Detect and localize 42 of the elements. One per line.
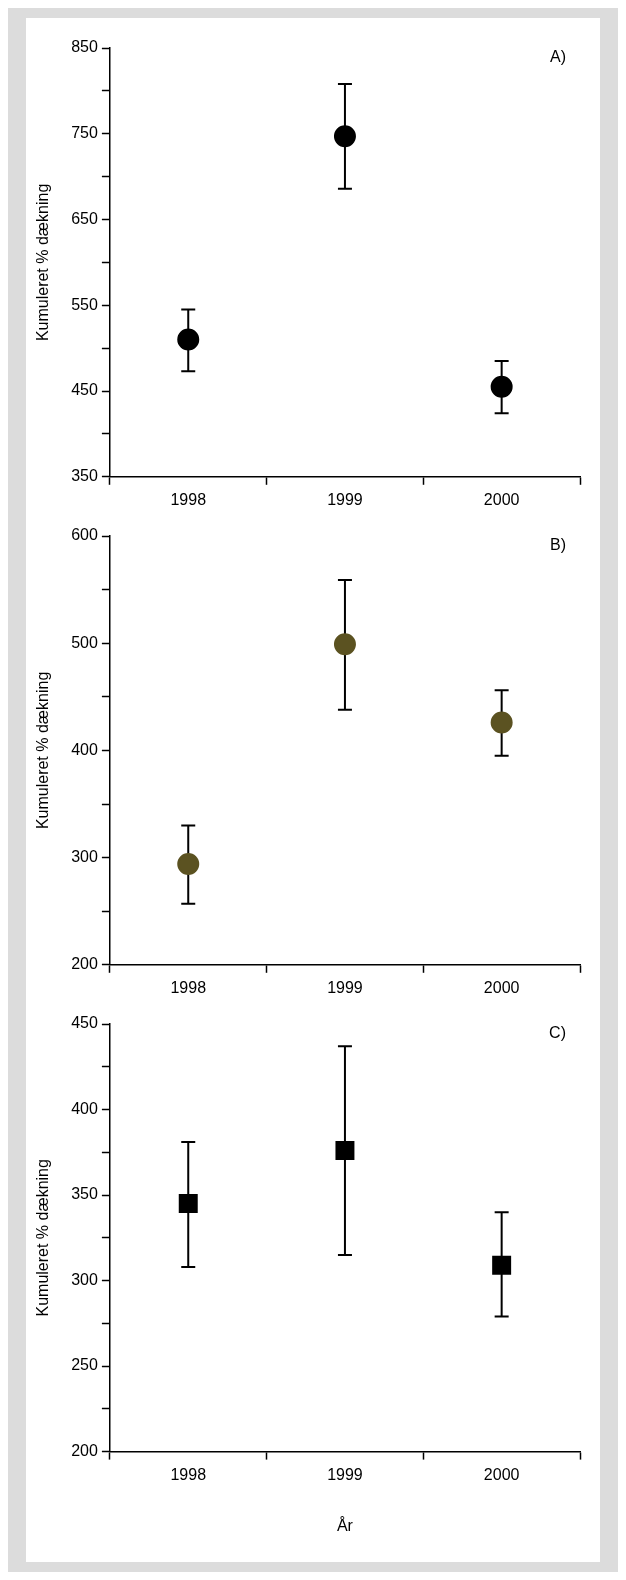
y-tick-label: 200 xyxy=(71,1442,98,1460)
point xyxy=(335,1141,355,1161)
y-tick-label: 200 xyxy=(71,955,98,973)
annotation: C) xyxy=(549,1024,566,1042)
point xyxy=(177,853,200,876)
x-tick-label: 1998 xyxy=(170,1465,207,1483)
y-tick-label: 550 xyxy=(71,295,98,313)
y-axis-title: Kumuleret % dækning xyxy=(34,671,52,830)
y-tick-label: 600 xyxy=(71,526,98,544)
y-tick-label: 650 xyxy=(71,209,98,227)
x-tick-label: 1999 xyxy=(327,490,363,508)
x-tick-label: 1998 xyxy=(170,490,207,508)
x-tick-label: 1998 xyxy=(170,978,207,996)
y-axis-title: Kumuleret % dækning xyxy=(34,183,52,342)
y-tick-label: 400 xyxy=(71,1099,98,1117)
x-axis-title: År xyxy=(336,1515,354,1534)
point xyxy=(490,711,513,734)
y-tick-label: 450 xyxy=(71,381,98,399)
y-tick-label: 400 xyxy=(71,740,98,758)
y-tick-label: 450 xyxy=(71,1014,98,1032)
y-tick-label: 750 xyxy=(71,124,98,142)
y-tick-label: 350 xyxy=(71,467,98,485)
point xyxy=(177,328,200,351)
y-tick-label: 500 xyxy=(71,633,98,651)
y-tick-label: 350 xyxy=(71,1185,98,1203)
x-tick-label: 1999 xyxy=(327,978,363,996)
annotation: B) xyxy=(550,536,566,554)
y-tick-label: 850 xyxy=(71,38,98,56)
point xyxy=(492,1255,512,1275)
x-tick-label: 2000 xyxy=(483,978,520,996)
y-tick-label: 300 xyxy=(71,848,98,866)
x-tick-label: 1999 xyxy=(327,1465,363,1483)
y-tick-label: 300 xyxy=(71,1270,98,1288)
y-tick-label: 250 xyxy=(71,1356,98,1374)
y-axis-title: Kumuleret % dækning xyxy=(34,1159,52,1317)
point xyxy=(333,633,356,656)
x-tick-label: 2000 xyxy=(483,490,520,508)
point xyxy=(178,1194,198,1214)
point xyxy=(333,125,356,148)
x-tick-label: 2000 xyxy=(483,1465,520,1483)
annotation: A) xyxy=(550,48,566,66)
point xyxy=(490,375,513,398)
